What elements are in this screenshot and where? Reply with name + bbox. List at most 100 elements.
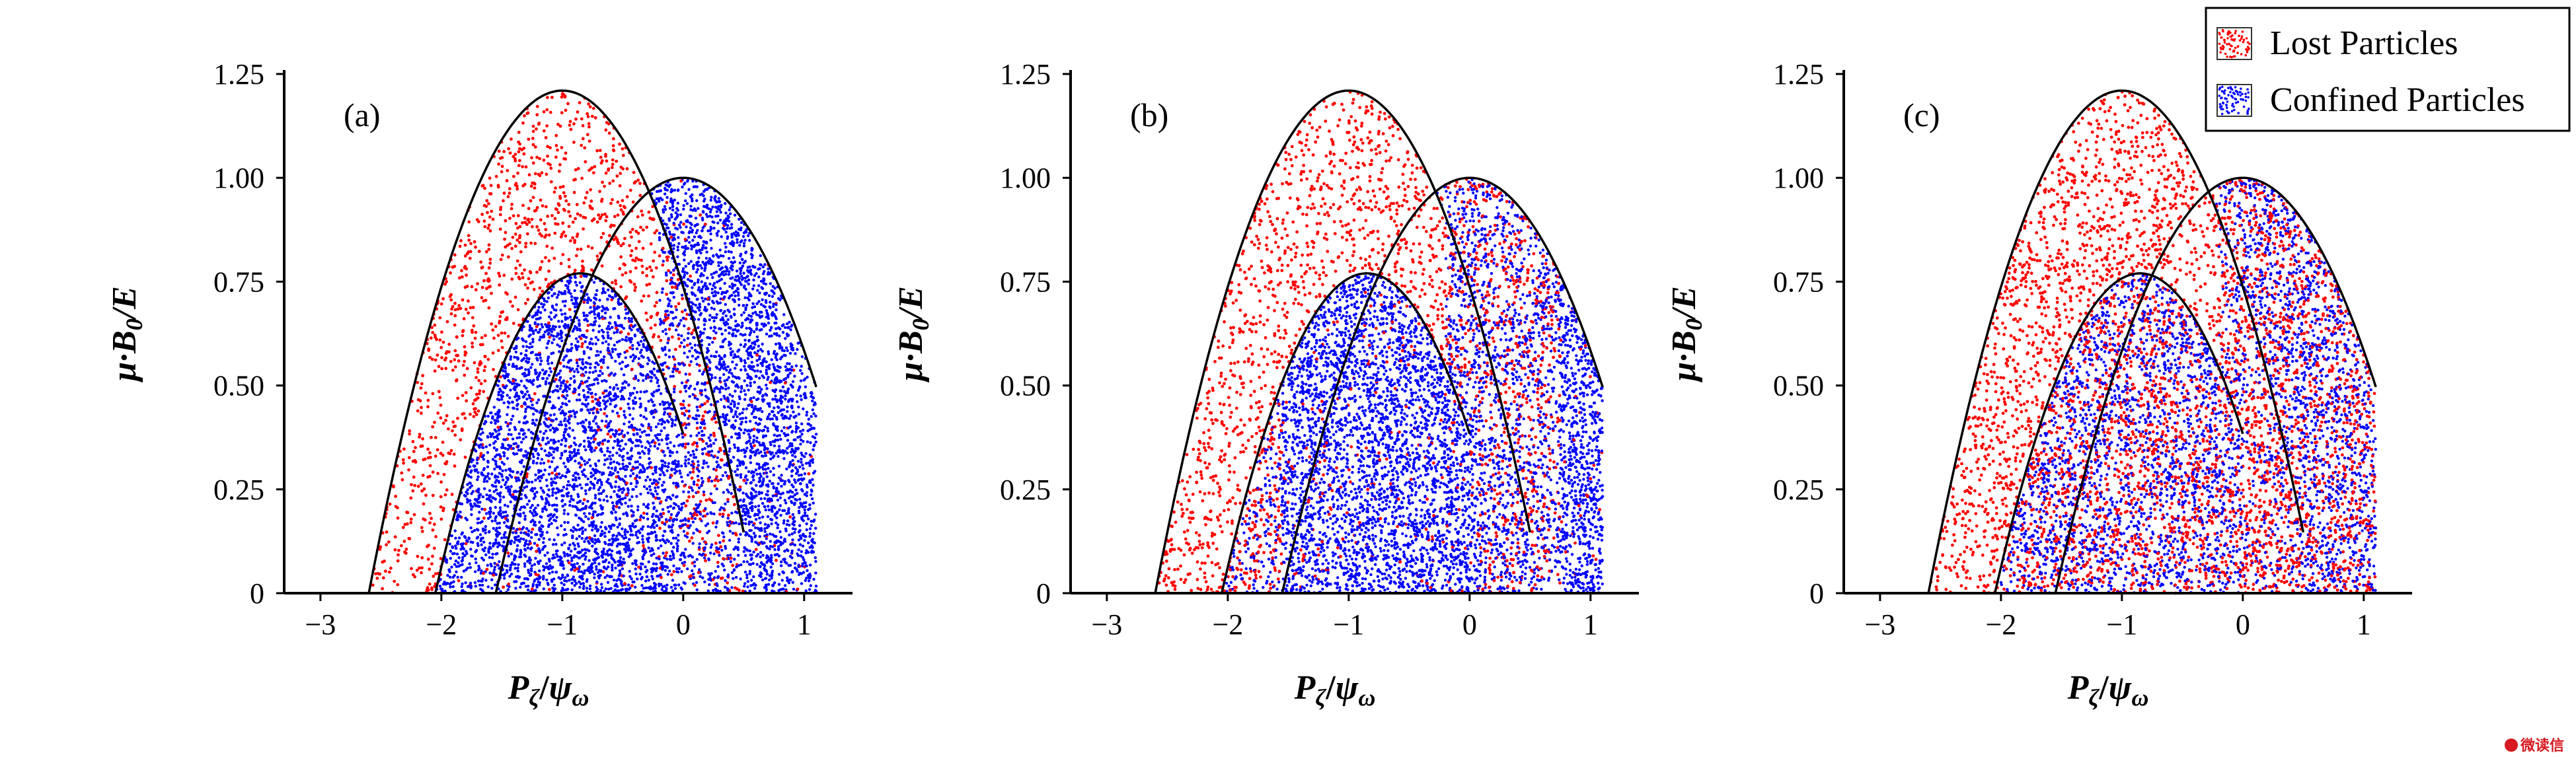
lost-particle-point [439, 302, 443, 306]
lost-particle-point [547, 321, 550, 325]
confined-particle-point [803, 538, 806, 542]
confined-particle-point [563, 541, 566, 544]
confined-particle-point [534, 353, 537, 357]
confined-particle-point [752, 330, 756, 334]
data-points [371, 89, 818, 595]
confined-particle-point [730, 410, 733, 414]
confined-particle-point [721, 386, 724, 390]
confined-particle-point [718, 219, 722, 222]
lost-particle-point [593, 437, 597, 441]
lost-particle-point [522, 152, 526, 156]
confined-particle-point [593, 366, 597, 369]
confined-particle-point [741, 264, 745, 268]
confined-particle-point [552, 292, 556, 295]
confined-particle-point [680, 334, 683, 338]
confined-particle-point [621, 429, 624, 433]
confined-particle-point [775, 352, 778, 355]
confined-particle-point [543, 299, 547, 303]
confined-particle-point [627, 397, 631, 400]
confined-particle-point [779, 394, 783, 398]
confined-particle-point [589, 366, 592, 369]
lost-particle-point [461, 334, 465, 338]
confined-particle-point [634, 533, 638, 537]
confined-particle-point [737, 537, 741, 541]
confined-particle-point [494, 455, 497, 458]
lost-particle-point [567, 258, 571, 262]
confined-particle-point [494, 462, 498, 466]
confined-particle-point [814, 414, 817, 417]
lost-particle-point [554, 186, 557, 190]
confined-particle-point [783, 480, 787, 483]
lost-particle-point [507, 147, 511, 151]
lost-particle-point [540, 234, 544, 238]
lost-particle-point [467, 311, 470, 315]
lost-particle-point [504, 219, 508, 223]
lost-particle-point [518, 236, 521, 240]
confined-particle-point [504, 447, 507, 450]
confined-particle-point [718, 301, 722, 305]
lost-particle-point [753, 444, 756, 448]
confined-particle-point [545, 578, 549, 582]
confined-particle-point [791, 469, 794, 472]
confined-particle-point [693, 343, 697, 347]
confined-particle-point [769, 417, 772, 421]
confined-particle-point [765, 569, 769, 573]
lost-particle-point [443, 282, 447, 286]
confined-particle-point [712, 221, 716, 224]
confined-particle-point [587, 458, 591, 462]
confined-particle-point [647, 423, 650, 426]
confined-particle-point [575, 398, 579, 402]
confined-particle-point [501, 544, 504, 548]
confined-particle-point [560, 405, 563, 409]
confined-particle-point [647, 586, 650, 590]
lost-particle-point [679, 402, 683, 406]
lost-particle-point [604, 219, 608, 223]
confined-particle-point [578, 499, 582, 503]
lost-particle-point [641, 228, 645, 232]
confined-particle-point [731, 394, 734, 398]
lost-particle-point [498, 274, 502, 278]
confined-particle-point [488, 507, 492, 510]
confined-particle-point [603, 378, 606, 382]
lost-particle-point [701, 537, 704, 540]
lost-particle-point [502, 192, 506, 195]
confined-particle-point [755, 335, 759, 339]
confined-particle-point [747, 299, 751, 302]
confined-particle-point [678, 507, 681, 511]
lost-particle-point [473, 336, 477, 340]
confined-particle-point [702, 299, 705, 303]
confined-particle-point [708, 336, 712, 340]
confined-particle-point [556, 533, 560, 536]
confined-particle-point [598, 404, 601, 408]
confined-particle-point [771, 574, 774, 577]
lost-particle-point [549, 110, 552, 114]
lost-particle-point [712, 431, 716, 435]
confined-particle-point [724, 303, 728, 306]
confined-particle-point [554, 542, 558, 546]
lost-particle-point [621, 199, 625, 203]
lost-particle-point [453, 464, 457, 468]
confined-particle-point [572, 474, 575, 478]
confined-particle-point [745, 326, 748, 330]
confined-particle-point [633, 519, 637, 523]
confined-particle-point [482, 558, 486, 561]
lost-particle-point [409, 521, 413, 524]
lost-particle-point [424, 493, 428, 497]
confined-particle-point [603, 355, 606, 359]
confined-particle-point [614, 480, 618, 484]
lost-particle-point [611, 162, 615, 166]
confined-particle-point [606, 447, 609, 450]
lost-particle-point [469, 386, 473, 390]
confined-particle-point [731, 276, 734, 279]
confined-particle-point [639, 390, 642, 394]
lost-particle-point [397, 553, 400, 557]
confined-particle-point [749, 554, 752, 557]
confined-particle-point [588, 422, 591, 425]
lost-particle-point [545, 124, 549, 127]
confined-particle-point [621, 491, 624, 494]
confined-particle-point [558, 408, 561, 411]
confined-particle-point [624, 308, 627, 311]
confined-particle-point [755, 322, 759, 325]
lost-particle-point [575, 203, 579, 207]
confined-particle-point [653, 373, 656, 377]
